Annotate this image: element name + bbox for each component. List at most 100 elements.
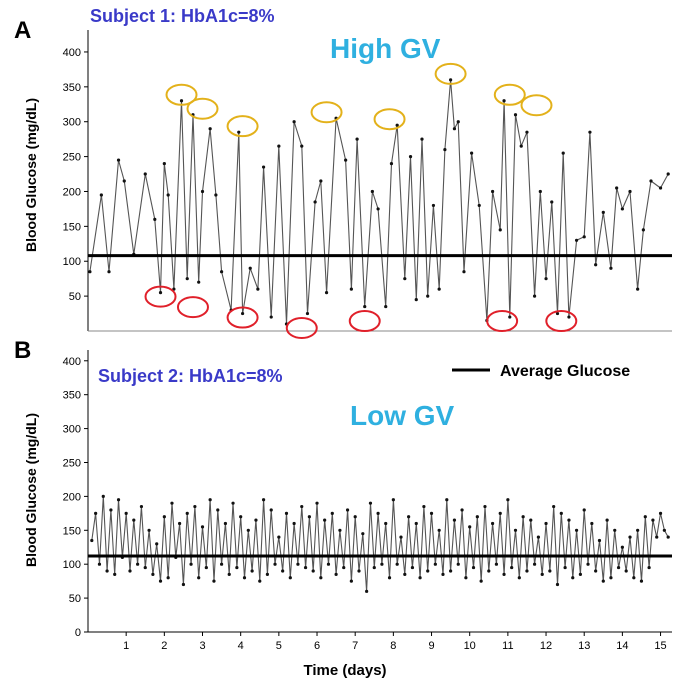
- data-point: [384, 521, 388, 526]
- data-point: [122, 179, 126, 183]
- low-valley-marker: [226, 306, 259, 329]
- data-point: [420, 137, 424, 141]
- data-point: [666, 535, 670, 539]
- data-point: [90, 538, 94, 543]
- x-tick-label: 14: [616, 640, 628, 652]
- data-point: [300, 144, 304, 148]
- data-point: [433, 562, 437, 566]
- data-point: [143, 172, 147, 176]
- data-point: [246, 528, 250, 532]
- data-point: [269, 508, 273, 512]
- x-tick-label: 10: [464, 640, 476, 652]
- data-point: [292, 521, 296, 526]
- data-point: [349, 287, 353, 291]
- data-point: [258, 579, 262, 583]
- low-valley-marker: [545, 310, 578, 333]
- data-point: [655, 535, 659, 539]
- data-point: [616, 565, 621, 570]
- data-point: [437, 287, 441, 291]
- panel-a-series: [88, 78, 670, 326]
- data-point: [147, 528, 151, 532]
- data-point: [193, 504, 197, 509]
- data-point: [586, 562, 590, 566]
- data-point: [491, 189, 495, 194]
- data-point: [571, 576, 575, 580]
- data-point: [326, 562, 331, 566]
- data-point: [212, 579, 216, 583]
- data-point: [200, 189, 205, 194]
- data-point: [153, 217, 157, 221]
- x-tick-label: 4: [238, 640, 244, 652]
- data-point: [632, 576, 636, 580]
- x-tick-label: 11: [502, 640, 513, 652]
- data-point: [666, 172, 670, 176]
- data-point: [342, 565, 346, 570]
- data-point: [357, 569, 361, 573]
- data-point: [219, 270, 224, 274]
- series-line: [91, 495, 669, 592]
- data-point: [471, 565, 476, 570]
- data-point: [544, 521, 548, 526]
- data-point: [372, 565, 376, 570]
- data-point: [456, 120, 460, 124]
- data-point: [601, 579, 605, 583]
- data-point: [311, 569, 315, 573]
- data-point: [265, 572, 269, 576]
- data-point: [240, 311, 245, 316]
- data-point: [216, 508, 220, 512]
- data-point: [567, 315, 571, 319]
- legend-label: Average Glucose: [500, 363, 630, 380]
- data-point: [376, 511, 380, 515]
- data-point: [578, 572, 582, 576]
- data-point: [158, 291, 163, 295]
- data-point: [429, 511, 434, 515]
- data-point: [408, 154, 413, 159]
- high-peak-marker: [186, 97, 219, 120]
- data-point: [628, 535, 632, 539]
- data-point: [538, 189, 542, 194]
- data-point: [548, 569, 552, 573]
- data-point: [197, 576, 201, 580]
- data-point: [353, 515, 357, 519]
- data-point: [597, 538, 602, 543]
- data-point: [658, 186, 663, 190]
- data-point: [651, 518, 655, 522]
- data-point: [132, 518, 136, 522]
- data-point: [468, 525, 472, 529]
- y-tick-label: 350: [63, 82, 81, 94]
- data-point: [116, 158, 121, 162]
- data-point: [136, 562, 140, 566]
- y-tick-label: 250: [63, 152, 81, 164]
- data-point: [403, 277, 407, 281]
- low-valley-marker: [176, 296, 209, 319]
- data-point: [475, 515, 479, 519]
- data-point: [277, 144, 281, 148]
- x-tick-label: 5: [276, 640, 282, 652]
- data-point: [179, 99, 184, 103]
- panel-b-y-axis-label: Blood Glucose (mg/dL): [23, 413, 39, 567]
- data-point: [422, 504, 426, 509]
- data-point: [370, 189, 374, 194]
- x-tick-label: 13: [578, 640, 590, 652]
- data-point: [418, 576, 422, 580]
- data-point: [376, 207, 380, 211]
- data-point: [248, 266, 252, 270]
- data-point: [97, 562, 102, 566]
- data-point: [94, 511, 98, 515]
- data-point: [345, 508, 350, 512]
- data-point: [237, 130, 241, 134]
- panel-a-subject-label: Subject 1: HbA1c=8%: [90, 6, 275, 26]
- y-tick-label: 100: [63, 256, 81, 268]
- data-point: [620, 207, 624, 211]
- data-point: [101, 494, 105, 498]
- data-point: [407, 515, 411, 519]
- data-point: [368, 501, 373, 505]
- data-point: [615, 186, 619, 190]
- data-point: [532, 294, 537, 298]
- data-point: [116, 498, 121, 502]
- y-tick-label: 300: [63, 424, 81, 436]
- data-point: [313, 200, 317, 204]
- data-point: [124, 511, 128, 515]
- data-point: [431, 203, 436, 208]
- panel-b-letter: B: [14, 337, 31, 364]
